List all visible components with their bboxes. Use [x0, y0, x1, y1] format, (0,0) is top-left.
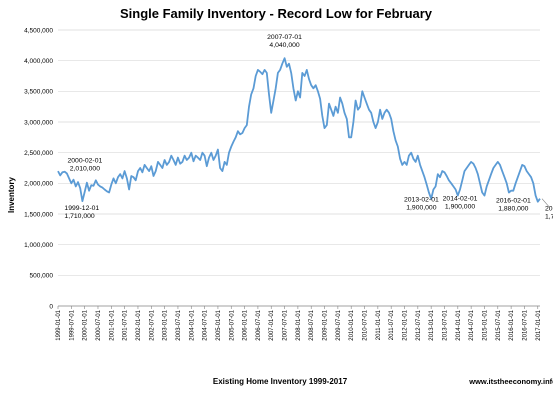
x-tick-label: 2011-01-01 — [376, 309, 382, 340]
annotation-date: 2013-02-01 — [404, 196, 439, 203]
x-axis-label: Existing Home Inventory 1999-2017 — [213, 377, 348, 386]
annotation-value: 1,750,000 — [545, 214, 553, 221]
y-tick-label: 4,500,000 — [24, 27, 53, 34]
x-tick-label: 1999-07-01 — [69, 309, 75, 340]
annotation-date: 2017-02-01 — [545, 206, 553, 213]
inventory-series-line — [57, 57, 541, 203]
x-tick-label: 2004-01-01 — [189, 309, 195, 340]
x-tick-label: 2003-07-01 — [176, 309, 182, 340]
annotation-value: 2,010,000 — [70, 166, 100, 173]
x-tick-label: 2007-01-01 — [269, 309, 275, 340]
annotation-value: 1,900,000 — [445, 203, 475, 210]
x-tick-label: 2017-01-01 — [536, 309, 542, 340]
x-tick-label: 2001-01-01 — [109, 309, 115, 340]
annotation-date: 2007-07-01 — [267, 34, 302, 41]
y-tick-label: 3,000,000 — [24, 119, 53, 126]
y-axis-ticks: 0 500,000 1,000,000 1,500,000 2,000,000 2,500… — [24, 27, 53, 310]
x-tick-label: 2001-07-01 — [123, 309, 129, 340]
x-tick-label: 2008-07-01 — [309, 309, 315, 340]
x-tick-label: 2016-01-01 — [509, 309, 515, 340]
annotation-value: 1,900,000 — [406, 204, 436, 211]
y-tick-label: 1,000,000 — [24, 242, 53, 249]
x-tick-label: 2006-07-01 — [256, 309, 262, 340]
x-tick-label: 2005-07-01 — [229, 309, 235, 340]
chart-title: Single Family Inventory - Record Low for… — [120, 6, 433, 21]
y-tick-label: 500,000 — [30, 273, 54, 280]
y-tick-label: 0 — [49, 303, 53, 310]
annotation-value: 1,710,000 — [64, 213, 94, 220]
x-tick-label: 2009-07-01 — [336, 309, 342, 340]
y-tick-label: 2,500,000 — [24, 150, 53, 157]
annotation-value: 1,880,000 — [498, 206, 528, 213]
x-tick-label: 2013-01-01 — [429, 309, 435, 340]
x-axis-ticks: 1999-01-01 1999-07-01 2000-01-01 2000-07-01… — [56, 306, 542, 341]
x-tick-label: 2006-01-01 — [243, 309, 249, 340]
x-tick-label: 2014-01-01 — [456, 309, 462, 340]
x-tick-label: 2016-07-01 — [522, 309, 528, 340]
annotations: 1999-12-011,710,000 2000-02-012,010,000 20… — [64, 34, 553, 220]
x-tick-label: 2010-07-01 — [363, 309, 369, 340]
x-tick-label: 2012-01-01 — [403, 309, 409, 340]
annotation-date: 2016-02-01 — [496, 198, 531, 205]
source-credit: www.itstheeconomy.info — [468, 377, 553, 386]
x-tick-label: 2000-01-01 — [83, 309, 89, 340]
annotation-date: 1999-12-01 — [64, 205, 99, 212]
x-tick-label: 2007-07-01 — [283, 309, 289, 340]
x-tick-label: 2013-07-01 — [442, 309, 448, 340]
y-tick-label: 4,000,000 — [24, 58, 53, 65]
annotation-value: 4,040,000 — [269, 42, 299, 49]
x-tick-label: 2008-01-01 — [296, 309, 302, 340]
annotation-date: 2014-02-01 — [443, 195, 478, 202]
annotation-date: 2000-02-01 — [67, 158, 102, 165]
y-tick-label: 2,000,000 — [24, 181, 53, 188]
x-tick-label: 1999-01-01 — [56, 309, 62, 340]
x-tick-label: 2004-07-01 — [203, 309, 209, 340]
x-tick-label: 2010-01-01 — [349, 309, 355, 340]
x-tick-label: 2015-01-01 — [482, 309, 488, 340]
y-tick-label: 1,500,000 — [24, 211, 53, 218]
y-tick-label: 3,500,000 — [24, 89, 53, 96]
x-tick-label: 2015-07-01 — [496, 309, 502, 340]
x-tick-label: 2011-07-01 — [389, 309, 395, 340]
y-axis-label: Inventory — [7, 176, 16, 213]
x-tick-label: 2009-01-01 — [323, 309, 329, 340]
x-tick-label: 2000-07-01 — [96, 309, 102, 340]
x-tick-label: 2012-07-01 — [416, 309, 422, 340]
x-tick-label: 2002-07-01 — [149, 309, 155, 340]
x-tick-label: 2014-07-01 — [469, 309, 475, 340]
annotation-leader — [541, 198, 550, 207]
x-tick-label: 2003-01-01 — [163, 309, 169, 340]
x-tick-label: 2005-01-01 — [216, 309, 222, 340]
x-tick-label: 2002-01-01 — [136, 309, 142, 340]
gridlines — [58, 29, 540, 276]
